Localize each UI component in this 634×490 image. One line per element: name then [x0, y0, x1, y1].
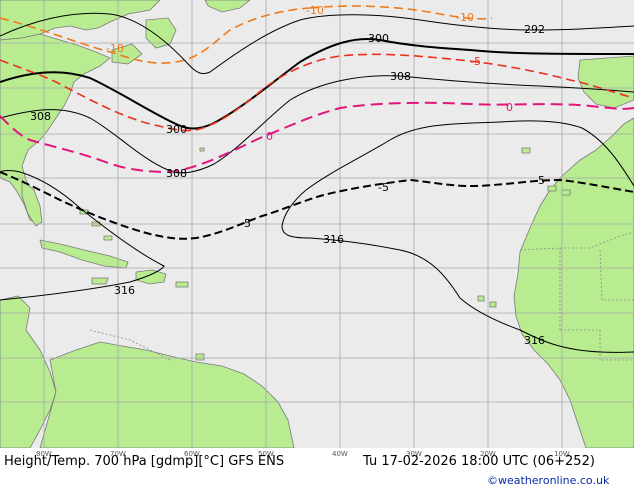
height-label-308-south: 308: [166, 167, 187, 180]
height-label-316-west: 316: [114, 284, 135, 297]
temp-label-plus5-mid: -5: [378, 181, 389, 194]
cape-verde-land: [477, 295, 497, 308]
credit-link[interactable]: ©weatheronline.co.uk: [487, 474, 610, 487]
temp-label-zero-west: 0: [266, 130, 273, 143]
height-contour-292: [0, 12, 634, 75]
height-contour-308: [0, 75, 634, 174]
temp-label-minus5: -5: [470, 55, 481, 68]
country-borders: [89, 231, 634, 361]
footer-lon-ticks: 80W 70W 60W 50W 40W 30W 20W 10W: [36, 450, 570, 458]
footer-lon-10w: 10W: [554, 450, 570, 458]
height-label-308-east: 308: [390, 70, 411, 83]
map-footer: 80W 70W 60W 50W 40W 30W 20W 10W: [0, 448, 634, 490]
temp-label-minus10-mid: -10: [306, 4, 324, 17]
height-label-300-east: 300: [368, 32, 389, 45]
temp-label-zero-east: 0: [506, 101, 513, 114]
height-contour-300: [0, 38, 634, 130]
footer-lon-40w: 40W: [332, 450, 348, 458]
footer-lon-70w: 70W: [110, 450, 126, 458]
temp-label-plus5-west: -5: [240, 217, 251, 230]
height-contour-316-east: [281, 120, 634, 353]
height-label-316-east: 316: [524, 334, 545, 347]
contour-labels: 292 300 300 308 308 308 316 316 316 -10 …: [30, 4, 545, 347]
central-america-land: [0, 295, 57, 448]
newfoundland-land: [145, 17, 177, 49]
footer-lon-80w: 80W: [36, 450, 52, 458]
footer-lon-20w: 20W: [480, 450, 496, 458]
south-america-land: [39, 341, 295, 448]
footer-lon-60w: 60W: [184, 450, 200, 458]
temp-label-minus10-east: -10: [456, 11, 474, 24]
height-label-316-central: 316: [323, 233, 344, 246]
map-canvas: 292 300 300 308 308 308 316 316 316 -10 …: [0, 0, 634, 448]
height-label-308-west: 308: [30, 110, 51, 123]
temp-label-plus5-east: -5: [534, 174, 545, 187]
temp-contour-minus10: [0, 5, 493, 64]
jamaica-land: [91, 277, 109, 285]
height-label-292: 292: [524, 23, 545, 36]
lat-lon-grid: [0, 0, 634, 448]
madeira-land: [521, 147, 531, 154]
footer-lon-30w: 30W: [406, 450, 422, 458]
temp-contour-minus5: [0, 53, 634, 132]
map-product-title: Height/Temp. 700 hPa [gdmp][°C] GFS ENS: [4, 454, 285, 469]
footer-lon-50w: 50W: [258, 450, 274, 458]
height-label-300-west: 300: [166, 123, 187, 136]
height-contour-316-main: [0, 170, 165, 301]
usa-east-land: [0, 33, 111, 223]
trinidad-land: [195, 353, 205, 361]
iberia-land: [577, 55, 634, 109]
bermuda-land: [199, 147, 205, 152]
land-masses: [0, 0, 634, 448]
map-valid-time: Tu 17-02-2026 18:00 UTC (06+252): [363, 454, 595, 469]
puerto-rico-land: [175, 281, 189, 288]
height-contours: [0, 12, 634, 353]
temp-contour-zero: [0, 101, 634, 174]
temp-label-minus10-west: -10: [106, 42, 124, 55]
africa-land: [513, 117, 634, 448]
greenland-land: [204, 0, 251, 13]
temp-contour-plus5: [0, 171, 634, 240]
